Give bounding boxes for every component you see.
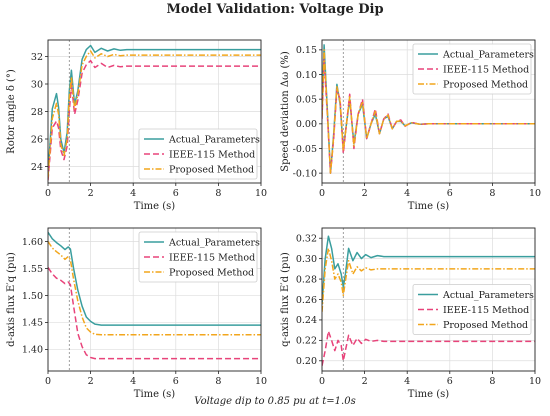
legend-label-3: Proposed Method xyxy=(443,320,528,331)
series-line-3 xyxy=(322,49,535,174)
y-tick-label: 0.26 xyxy=(296,295,317,306)
x-tick-label: 8 xyxy=(489,188,495,199)
axes-frame xyxy=(47,227,262,372)
legend-label-2: IEEE-115 Method xyxy=(169,150,255,161)
y-tick-label: 1.50 xyxy=(22,291,43,302)
x-tick-label: 10 xyxy=(529,188,541,199)
x-tick-label: 4 xyxy=(404,188,410,199)
x-axis-label: Time (s) xyxy=(408,389,449,400)
x-tick-label: 8 xyxy=(489,376,495,387)
y-tick-label: 28 xyxy=(31,107,43,118)
series-line-1 xyxy=(48,231,261,326)
y-tick-label: -0.10 xyxy=(293,168,317,179)
y-tick-label: 0.28 xyxy=(296,274,317,285)
x-tick-label: 10 xyxy=(255,376,267,387)
x-tick-label: 4 xyxy=(404,376,410,387)
y-tick-label: 0.30 xyxy=(296,254,317,265)
y-axis-label: d-axis flux E′q (pu) xyxy=(6,252,17,347)
series-line-1 xyxy=(48,44,261,174)
y-axis-label: Rotor angle δ (°) xyxy=(6,69,17,154)
chart-panel-4: 0 2 4 6 8 10 0.20 0.22 0.24 0.26 0.28 0.30 0.32 Time … xyxy=(280,227,541,400)
x-tick-label: 6 xyxy=(173,188,179,199)
x-tick-label: 0 xyxy=(45,376,51,387)
y-tick-label: 0.00 xyxy=(296,119,317,130)
figure-footnote: Voltage dip to 0.85 pu at t=1.0s xyxy=(194,396,356,407)
legend-box xyxy=(412,43,532,95)
y-axis-label: Speed deviation Δω (%) xyxy=(280,51,291,172)
legend-label-2: IEEE-115 Method xyxy=(443,305,529,316)
x-tick-label: 0 xyxy=(319,376,325,387)
y-tick-label: -0.05 xyxy=(293,144,317,155)
y-tick-label: 1.60 xyxy=(22,237,43,248)
legend: Actual_Parameters IEEE-115 Method Proposed… xyxy=(412,284,534,335)
y-tick-label: 1.40 xyxy=(22,345,43,356)
y-tick-label: 0.24 xyxy=(296,315,317,326)
y-tick-label: 0.32 xyxy=(296,234,317,245)
y-tick-label: 32 xyxy=(31,52,43,63)
series-line-3 xyxy=(322,247,535,312)
x-tick-label: 0 xyxy=(45,188,51,199)
legend: Actual_Parameters IEEE-115 Method Proposed… xyxy=(138,231,260,283)
series-line-1 xyxy=(322,235,535,305)
x-tick-label: 6 xyxy=(173,376,179,387)
y-tick-label: 24 xyxy=(31,162,43,173)
x-axis-label: Time (s) xyxy=(134,389,175,400)
legend: Actual_Parameters IEEE-115 Method Proposed… xyxy=(412,43,534,95)
legend-box xyxy=(412,284,532,335)
series-line-2 xyxy=(322,330,535,367)
x-tick-label: 2 xyxy=(88,376,94,387)
legend-label-1: Actual_Parameters xyxy=(168,135,260,146)
legend-box xyxy=(138,128,258,180)
y-tick-label: 30 xyxy=(31,79,43,90)
y-tick-label: 0.15 xyxy=(296,45,317,56)
series-line-3 xyxy=(48,50,261,178)
legend-label-1: Actual_Parameters xyxy=(442,290,534,301)
y-tick-label: 0.20 xyxy=(296,356,317,367)
x-tick-label: 6 xyxy=(447,188,453,199)
y-tick-label: 26 xyxy=(31,134,43,145)
legend-label-3: Proposed Method xyxy=(169,268,254,279)
x-axis-label: Time (s) xyxy=(134,201,175,212)
y-tick-label: 0.05 xyxy=(296,94,317,105)
x-tick-label: 6 xyxy=(447,376,453,387)
series-line-3 xyxy=(48,241,261,336)
x-tick-label: 10 xyxy=(529,376,541,387)
legend-label-2: IEEE-115 Method xyxy=(443,65,529,76)
y-axis-label: q-axis flux E′d (pu) xyxy=(280,252,291,347)
x-axis-label: Time (s) xyxy=(408,201,449,212)
legend-label-3: Proposed Method xyxy=(443,80,528,91)
x-tick-label: 2 xyxy=(362,376,368,387)
legend-label-3: Proposed Method xyxy=(169,165,254,176)
x-tick-label: 8 xyxy=(215,376,221,387)
figure-title: Model Validation: Voltage Dip xyxy=(166,2,384,17)
legend-label-1: Actual_Parameters xyxy=(168,238,260,249)
series-line-2 xyxy=(48,59,261,181)
legend-label-1: Actual_Parameters xyxy=(442,50,534,61)
x-tick-label: 4 xyxy=(130,376,136,387)
axes-frame xyxy=(321,39,536,184)
x-tick-label: 8 xyxy=(215,188,221,199)
y-tick-label: 1.45 xyxy=(22,318,43,329)
x-tick-label: 2 xyxy=(88,188,94,199)
legend-box xyxy=(138,231,258,283)
y-tick-label: 0.10 xyxy=(296,70,317,81)
legend-label-2: IEEE-115 Method xyxy=(169,253,255,264)
x-tick-label: 0 xyxy=(319,188,325,199)
x-tick-label: 10 xyxy=(255,188,267,199)
y-tick-label: 1.55 xyxy=(22,264,43,275)
legend: Actual_Parameters IEEE-115 Method Proposed… xyxy=(138,128,260,180)
chart-panel-3: 0 2 4 6 8 10 1.40 1.45 1.50 1.55 1.60 Time (s) d-axi… xyxy=(6,227,267,400)
chart-panel-2: 0 2 4 6 8 10 -0.10 -0.05 0.00 0.05 0.10 0.15 Time (s… xyxy=(280,39,541,212)
y-tick-label: 0.22 xyxy=(296,336,317,347)
x-tick-label: 2 xyxy=(362,188,368,199)
x-tick-label: 4 xyxy=(130,188,136,199)
